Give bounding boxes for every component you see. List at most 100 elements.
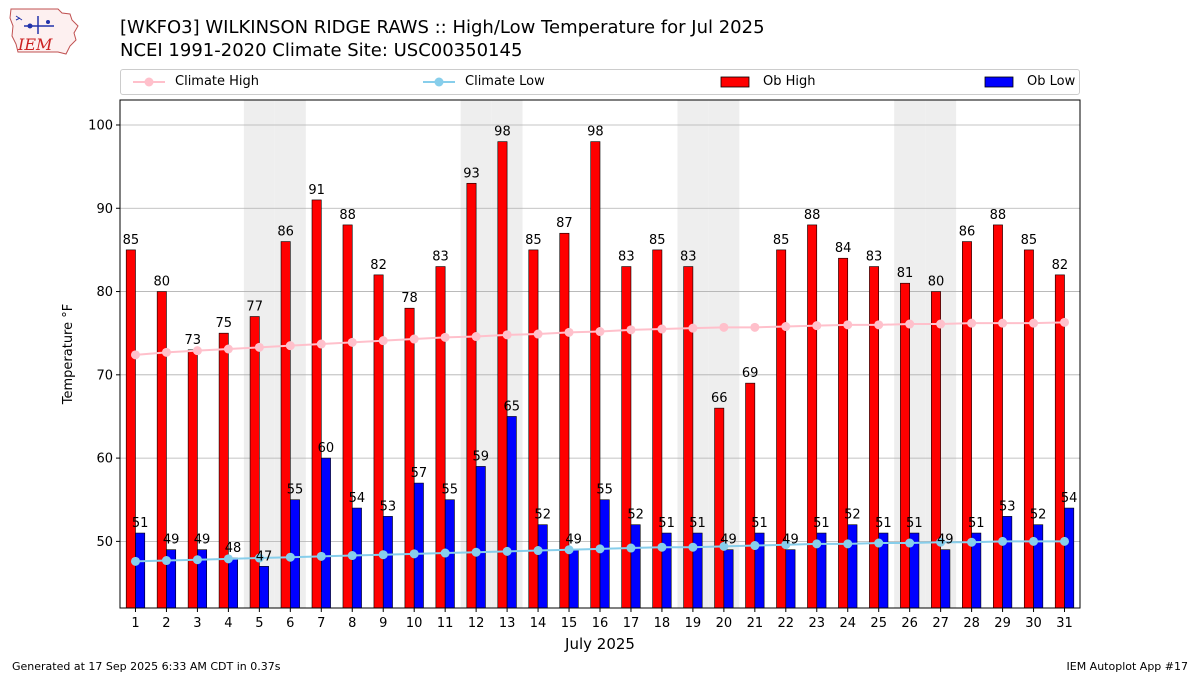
climate-high-point-25 [874,320,884,330]
climate-low-point-5 [254,553,264,563]
climate-high-point-22 [781,322,791,332]
climate-low-point-9 [378,550,388,560]
climate-high-point-21 [750,322,760,332]
ob-low-bar-13 [506,416,517,609]
ob-low-label-21: 51 [751,516,768,531]
ob-low-label-23: 51 [813,516,830,531]
x-tick-label-13: 13 [499,616,516,631]
climate-low-point-10 [409,549,419,559]
ob-high-bar-18 [652,249,663,609]
ob-low-label-30: 52 [1030,508,1047,523]
ob-high-label-15: 87 [556,216,573,231]
ob-high-bar-29 [992,224,1003,609]
ob-low-label-28: 51 [968,516,985,531]
climate-low-point-13 [502,546,512,556]
ob-high-label-23: 88 [804,208,821,223]
x-tick-label-17: 17 [623,616,640,631]
ob-low-label-20: 49 [720,533,737,548]
climate-low-point-26 [905,538,915,548]
climate-high-point-18 [657,324,667,334]
x-tick-label-30: 30 [1025,616,1042,631]
x-tick-label-20: 20 [716,616,733,631]
ob-low-bar-15 [568,549,579,609]
ob-low-bar-9 [382,516,393,609]
y-tick-label-80: 80 [96,285,113,300]
ob-high-label-20: 66 [711,391,728,406]
ob-high-bar-10 [404,307,415,609]
ob-low-label-25: 51 [875,516,892,531]
legend-label-ob-high: Ob High [763,74,816,89]
x-tick-label-26: 26 [901,616,918,631]
ob-high-bar-7 [311,199,322,609]
x-tick-label-8: 8 [348,616,356,631]
ob-high-bar-23 [807,224,818,609]
climate-low-point-1 [130,556,140,566]
ob-high-label-16: 98 [587,125,604,140]
climate-high-point-6 [285,341,295,351]
ob-high-label-6: 86 [277,225,294,240]
ob-high-bar-8 [342,224,353,609]
x-tick-label-14: 14 [530,616,547,631]
y-tick-label-50: 50 [96,535,113,550]
ob-low-bar-14 [537,524,548,609]
ob-low-bar-31 [1064,507,1075,609]
x-tick-label-27: 27 [932,616,949,631]
ob-high-label-25: 83 [866,250,883,265]
x-tick-label-25: 25 [870,616,887,631]
climate-high-point-3 [192,346,202,356]
ob-high-bar-19 [683,266,694,609]
climate-high-point-26 [905,319,915,329]
ob-high-bar-25 [869,266,880,609]
climate-low-point-19 [688,542,698,552]
ob-high-bar-22 [776,249,787,609]
ob-high-label-11: 83 [432,250,449,265]
ob-high-label-26: 81 [897,266,914,281]
x-tick-label-10: 10 [406,616,423,631]
x-tick-label-15: 15 [561,616,578,631]
x-tick-label-24: 24 [839,616,856,631]
x-tick-label-16: 16 [592,616,609,631]
ob-high-bar-27 [931,291,941,609]
logo-text: IEM [17,35,53,54]
ob-high-bar-28 [962,241,972,609]
ob-high-label-1: 85 [123,233,140,248]
climate-high-point-23 [812,321,822,331]
ob-low-label-8: 54 [349,491,366,506]
ob-low-bar-20 [723,549,734,609]
ob-high-label-24: 84 [835,241,852,256]
climate-low-point-21 [750,541,760,551]
climate-high-point-14 [533,329,543,339]
ob-high-bar-4 [218,332,229,609]
ob-high-label-22: 85 [773,233,790,248]
climate-low-point-25 [874,538,884,548]
ob-low-label-27: 49 [937,533,954,548]
climate-high-point-30 [1029,318,1039,328]
generated-footer: Generated at 17 Sep 2025 6:33 AM CDT in … [12,660,281,673]
ob-low-label-31: 54 [1061,491,1078,506]
ob-low-bar-7 [320,457,331,609]
ob-low-label-16: 55 [596,483,613,498]
legend: Climate High Climate Low Ob High Ob Low [120,69,1080,95]
climate-low-point-22 [781,540,791,550]
ob-high-label-7: 91 [308,183,325,198]
ob-low-label-18: 51 [658,516,675,531]
x-tick-label-6: 6 [286,616,294,631]
ob-high-bar-21 [745,382,756,609]
climate-low-point-17 [626,543,636,553]
climate-high-point-24 [843,320,853,330]
ob-high-label-8: 88 [339,208,356,223]
climate-low-point-2 [161,556,171,566]
climate-low-point-20 [719,541,729,551]
ob-low-label-10: 57 [411,466,428,481]
ob-low-bar-22 [785,549,796,609]
ob-low-label-9: 53 [380,499,397,514]
ob-low-label-6: 55 [287,483,304,498]
ob-low-label-2: 49 [163,533,180,548]
ob-low-bar-5 [259,566,269,609]
ob-high-label-5: 77 [246,300,263,315]
ob-high-label-3: 73 [185,333,202,348]
climate-low-point-7 [316,551,326,561]
ob-high-bar-24 [838,257,849,609]
ob-low-bar-12 [475,466,486,609]
ob-high-bar-20 [714,407,725,609]
